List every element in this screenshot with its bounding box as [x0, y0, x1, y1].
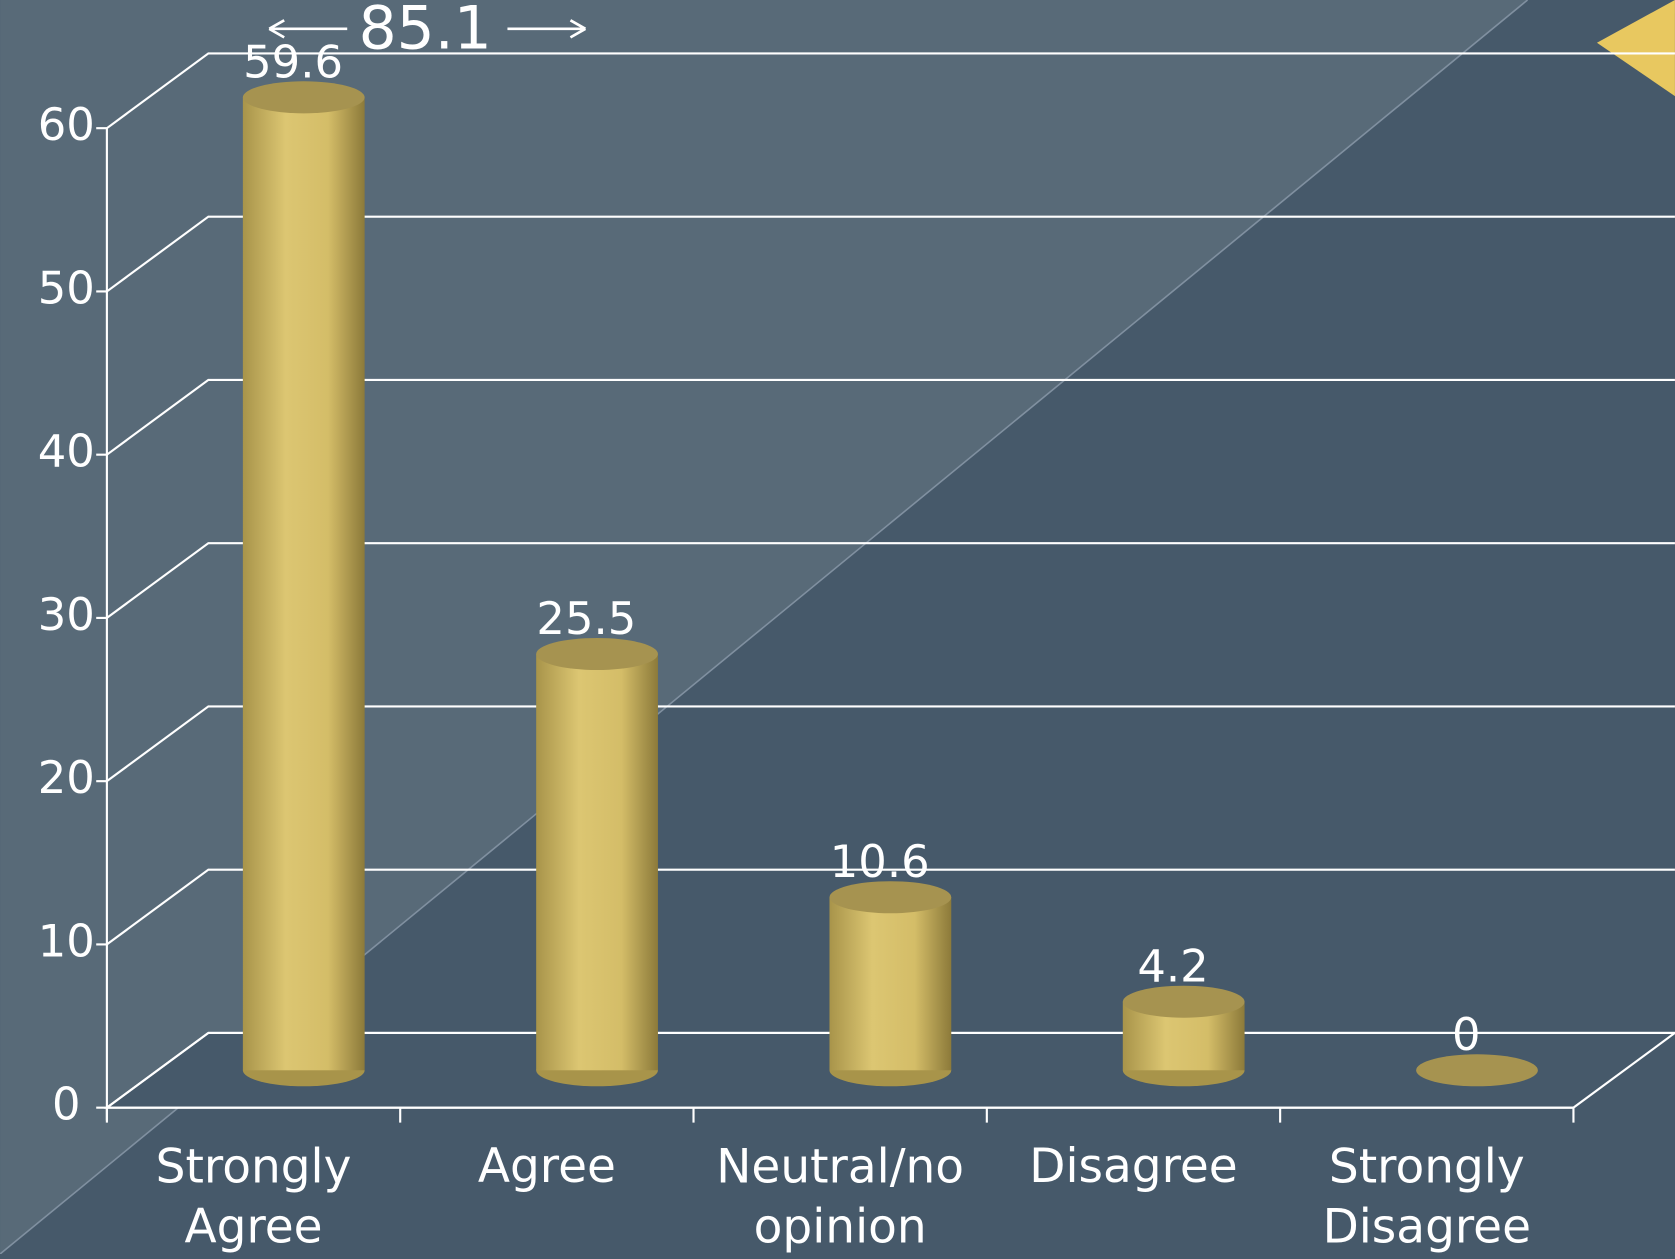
x-tick-label: Disagree [1029, 1139, 1237, 1194]
y-tick-label: 50 [38, 261, 95, 314]
bar-top [1416, 1054, 1538, 1087]
bar [1122, 985, 1245, 1087]
plot: 0 10 20 30 40 50 60 Strongly Agree 59.6 Agree 25.5 N… [38, 35, 1675, 1254]
bar-top [1122, 985, 1245, 1018]
value-label: 10.6 [830, 835, 930, 888]
grid-line [106, 52, 1675, 130]
x-tick-label: Strongly Agree [156, 1139, 352, 1254]
grid-line [106, 542, 1675, 619]
y-tick-label: 40 [38, 425, 95, 478]
y-tick-label: 0 [52, 1078, 81, 1131]
corner-decoration [1596, 0, 1675, 97]
bar-body [536, 653, 658, 1071]
y-tick-label: 20 [38, 751, 95, 804]
x-tick-label: Neutral/no opinion [716, 1139, 964, 1254]
value-label: 4.2 [1137, 940, 1208, 993]
y-tick-label: 60 [38, 98, 95, 151]
annotation: 85.1 [359, 0, 492, 64]
annotation-arrows [268, 19, 587, 39]
bar-body [829, 897, 952, 1071]
bar-top [536, 637, 658, 671]
bar [1416, 1054, 1538, 1087]
value-label: 25.5 [536, 592, 636, 645]
bar [242, 81, 365, 1087]
bar-top [829, 881, 952, 914]
bar [536, 637, 658, 1087]
grid-line [106, 215, 1675, 293]
x-tick-label: Strongly Disagree [1323, 1139, 1531, 1254]
x-tick-label: Agree [478, 1139, 616, 1194]
bar-body [242, 97, 365, 1071]
grid-line [106, 378, 1675, 456]
bar-top [242, 81, 365, 114]
bar [829, 881, 952, 1087]
value-label: 59.6 [243, 35, 343, 88]
y-tick-label: 10 [38, 914, 95, 967]
y-tick-label: 30 [38, 588, 95, 641]
value-label: 0 [1452, 1008, 1481, 1061]
grid-line [106, 705, 1675, 783]
grid-line [106, 868, 1675, 946]
